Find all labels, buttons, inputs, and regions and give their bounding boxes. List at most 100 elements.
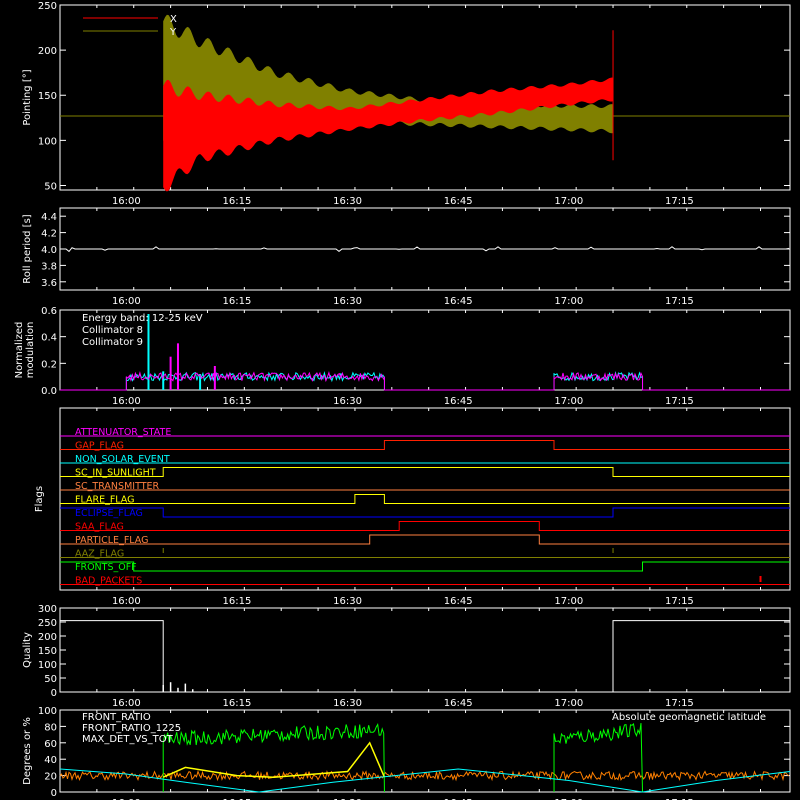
x-tick-label: 16:45	[444, 396, 473, 407]
flag-label-non_solar_event: NON_SOLAR_EVENT	[75, 454, 170, 465]
x-tick-label: 17:00	[554, 596, 583, 607]
y-axis-label-line: Normalized	[14, 322, 25, 379]
energy-band-annotation: Energy band: 12-25 keV	[82, 313, 203, 324]
y-axis-label: Flags	[34, 486, 45, 512]
y-axis-label: Roll period [s]	[22, 214, 33, 283]
max-det-vs-tot-line	[59, 769, 790, 782]
x-tick-label: 16:15	[223, 798, 252, 800]
y-tick-label: 250	[38, 618, 57, 629]
x-tick-label: 16:30	[333, 596, 362, 607]
legend-label-y: Y	[169, 27, 177, 38]
y-tick-label: 100	[38, 706, 57, 717]
x-tick-label: 16:15	[223, 596, 252, 607]
x-tick-label: 17:00	[554, 396, 583, 407]
front-ratio-1225-line	[553, 723, 644, 793]
y-axis-label: Normalizedmodulation	[14, 322, 36, 379]
y-tick-label: 50	[44, 181, 57, 192]
flag-line-gap_flag	[60, 440, 790, 450]
x-tick-label: 16:45	[444, 698, 473, 709]
modulation-collimator-8	[60, 370, 790, 391]
legend-label-geomagnetic-latitude: Absolute geomagnetic latitude	[612, 712, 766, 723]
flag-label-saa_flag: SAA_FLAG	[75, 522, 124, 533]
y-tick-label: 250	[38, 1, 57, 12]
flag-label-flare_flag: FLARE_FLAG	[75, 495, 135, 506]
flag-label-attenuator_state: ATTENUATOR_STATE	[75, 427, 171, 438]
y-axis-label: Quality	[22, 632, 33, 668]
roll-period-line	[60, 246, 790, 253]
y-tick-label: 0.4	[41, 333, 57, 344]
flag-line-particle_flag	[60, 534, 790, 545]
x-tick-label: 16:00	[112, 596, 141, 607]
y-axis-label: Pointing [°]	[22, 69, 33, 125]
front-ratio-line	[162, 741, 386, 778]
x-tick-label: 16:00	[112, 798, 141, 800]
y-axis-label: Degrees or %	[22, 717, 33, 785]
geomagnetic-latitude-line	[59, 768, 791, 793]
y-tick-label: 0.2	[41, 359, 57, 370]
front-ratio-1225-line	[162, 722, 385, 793]
y-tick-label: 0	[51, 788, 57, 799]
x-tick-label: 16:00	[112, 196, 141, 207]
y-tick-label: 300	[38, 604, 57, 615]
y-tick-label: 100	[38, 660, 57, 671]
x-tick-label: 16:30	[333, 698, 362, 709]
flag-line-fronts_off	[60, 561, 790, 572]
y-tick-label: 3.8	[41, 261, 57, 272]
flag-line-sc_in_sunlight	[60, 467, 790, 477]
y-tick-label: 200	[38, 632, 57, 643]
x-tick-label: 16:00	[112, 396, 141, 407]
x-tick-label: 17:15	[665, 296, 694, 307]
series-x-envelope	[163, 77, 613, 192]
y-tick-label: 3.6	[41, 278, 57, 289]
panel-frame	[59, 4, 791, 191]
y-tick-label: 4.4	[41, 212, 57, 223]
y-tick-label: 150	[38, 91, 57, 102]
x-tick-label: 17:00	[554, 698, 583, 709]
x-tick-label: 16:15	[223, 698, 252, 709]
y-tick-label: 80	[44, 722, 57, 733]
flag-label-fronts_off: FRONTS_OFF	[75, 562, 137, 573]
x-tick-label: 17:15	[665, 396, 694, 407]
legend-label-front-ratio-1225: FRONT_RATIO_1225	[82, 723, 181, 734]
flag-label-eclipse_flag: ECLIPSE_FLAG	[75, 508, 143, 519]
y-tick-label: 4.0	[41, 245, 57, 256]
y-tick-label: 150	[38, 646, 57, 657]
x-tick-label: 16:30	[333, 798, 362, 800]
y-tick-label: 40	[44, 755, 57, 766]
panel-frame	[59, 407, 791, 591]
x-tick-label: 16:45	[444, 196, 473, 207]
legend-label-collimator: Collimator 9	[82, 337, 143, 348]
x-tick-label: 16:30	[333, 396, 362, 407]
flag-label-aaz_flag: AAZ_FLAG	[75, 549, 124, 560]
x-tick-label: 17:15	[665, 798, 694, 800]
x-tick-label: 16:00	[112, 296, 141, 307]
x-tick-label: 17:00	[554, 296, 583, 307]
y-tick-label: 0.0	[41, 386, 57, 397]
x-tick-label: 16:15	[223, 296, 252, 307]
flag-label-sc_transmitter: SC_TRANSMITTER	[75, 481, 160, 492]
x-tick-label: 17:00	[554, 196, 583, 207]
x-tick-label: 16:15	[223, 196, 252, 207]
flag-label-gap_flag: GAP_FLAG	[75, 441, 124, 452]
flag-line-eclipse_flag	[60, 507, 790, 518]
flag-label-bad_packets: BAD_PACKETS	[75, 576, 142, 587]
flag-line-flare_flag	[60, 494, 790, 504]
flag-line-saa_flag	[60, 521, 790, 531]
flag-label-sc_in_sunlight: SC_IN_SUNLIGHT	[75, 468, 156, 479]
y-tick-label: 100	[38, 136, 57, 147]
x-tick-label: 17:15	[665, 196, 694, 207]
x-tick-label: 16:00	[112, 698, 141, 709]
legend-label-x: X	[170, 14, 177, 25]
x-tick-label: 17:15	[665, 596, 694, 607]
legend-label-collimator: Collimator 8	[82, 325, 143, 336]
x-tick-label: 16:45	[444, 296, 473, 307]
x-tick-label: 17:15	[665, 698, 694, 709]
y-tick-label: 0	[51, 688, 57, 699]
x-tick-label: 16:45	[444, 798, 473, 800]
y-tick-label: 4.2	[41, 229, 57, 240]
x-tick-label: 16:30	[333, 196, 362, 207]
legend-label-max-det-vs-tot: MAX_DET_VS_TOT	[82, 734, 174, 745]
y-tick-label: 0.6	[41, 306, 57, 317]
modulation-collimator-9	[60, 371, 790, 391]
